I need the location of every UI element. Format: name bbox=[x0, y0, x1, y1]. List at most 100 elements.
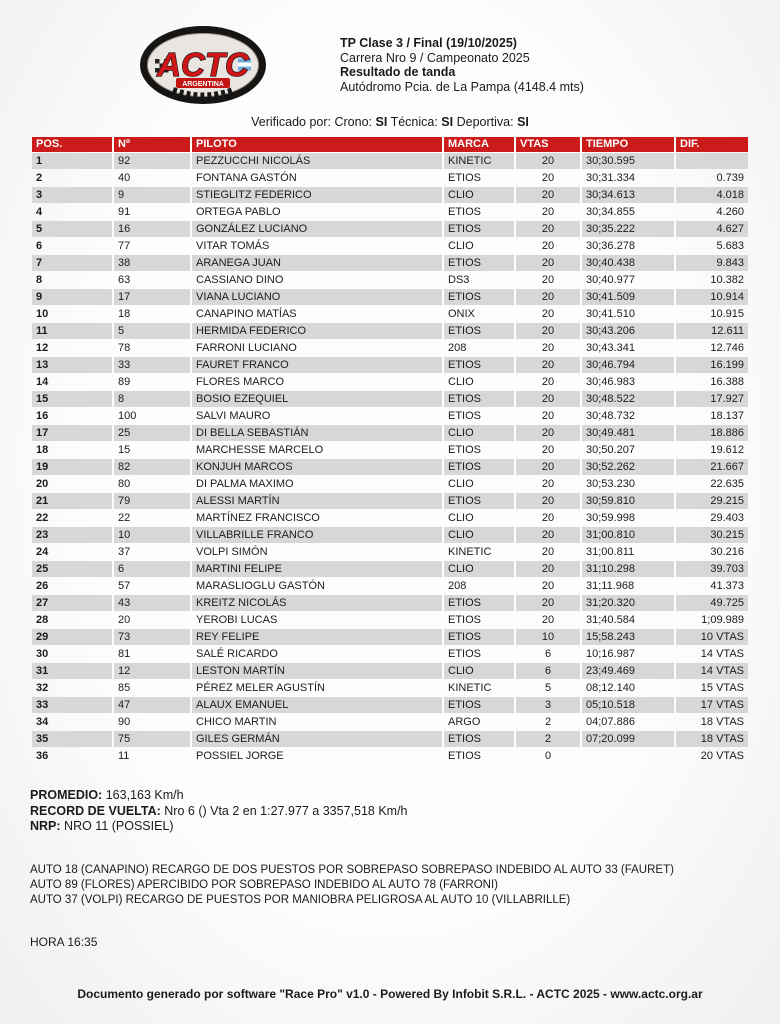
diff-cell: 30.215 bbox=[676, 527, 748, 543]
table-row: 3 9 STIEGLITZ FEDERICO CLIO 20 30;34.613 4.018 bbox=[32, 187, 748, 203]
pilot-cell: GILES GERMÁN bbox=[192, 731, 442, 747]
pilot-cell: FONTANA GASTÓN bbox=[196, 172, 297, 184]
pilot-cell: PÉREZ MELER AGUSTÍN bbox=[196, 682, 325, 694]
table-row: 27 43 KREITZ NICOLÁS ETIOS 20 31;20.320 49.725 bbox=[32, 595, 748, 611]
brand-cell: ETIOS bbox=[448, 444, 482, 456]
diff-cell: 41.373 bbox=[710, 580, 744, 592]
diff-cell: 10 VTAS bbox=[676, 629, 748, 645]
pilot-cell: CHICO MARTIN bbox=[196, 716, 277, 728]
car-number-cell: 18 bbox=[118, 308, 131, 320]
time-cell: 31;20.320 bbox=[582, 595, 674, 611]
time-cell bbox=[582, 748, 674, 764]
brand-cell: ETIOS bbox=[448, 410, 482, 422]
pos-cell: 30 bbox=[36, 648, 49, 660]
brand-cell: ETIOS bbox=[444, 459, 514, 475]
time-cell: 30;59.998 bbox=[586, 512, 635, 524]
pos-cell: 1 bbox=[32, 153, 112, 169]
table-row: 6 77 VITAR TOMÁS CLIO 20 30;36.278 5.683 bbox=[32, 238, 748, 254]
pos-cell: 8 bbox=[36, 274, 43, 286]
time-cell: 30;41.510 bbox=[586, 308, 635, 320]
car-number-cell: 63 bbox=[118, 274, 131, 286]
pilot-cell: REY FELIPE bbox=[192, 629, 442, 645]
pos-cell: 15 bbox=[32, 391, 112, 407]
diff-cell: 21.667 bbox=[676, 459, 748, 475]
time-cell: 30;48.522 bbox=[582, 391, 674, 407]
logo-country-text: ARGENTINA bbox=[182, 81, 224, 88]
pos-cell: 14 bbox=[36, 376, 49, 388]
brand-cell: ONIX bbox=[448, 308, 475, 320]
table-row: 28 20 YEROBI LUCAS ETIOS 20 31;40.584 1;09.989 bbox=[32, 612, 748, 628]
pilot-cell: DI BELLA SEBASTIÁN bbox=[192, 425, 442, 441]
pilot-cell: HERMIDA FEDERICO bbox=[192, 323, 442, 339]
diff-cell: 12.611 bbox=[676, 323, 748, 339]
col-pilot-header: PILOTO bbox=[192, 137, 442, 152]
diff-cell: 17 VTAS bbox=[676, 697, 748, 713]
diff-cell: 18.886 bbox=[676, 425, 748, 441]
brand-cell: KINETIC bbox=[448, 682, 492, 694]
brand-cell: ETIOS bbox=[444, 595, 514, 611]
brand-cell: ETIOS bbox=[444, 731, 514, 747]
crono-value: SI bbox=[375, 115, 388, 129]
pilot-cell: CASSIANO DINO bbox=[196, 274, 284, 286]
pos-cell: 19 bbox=[32, 459, 112, 475]
diff-cell: 29.215 bbox=[676, 493, 748, 509]
table-row: 16 100 SALVI MAURO ETIOS 20 30;48.732 18.137 bbox=[32, 408, 748, 424]
brand-cell: CLIO bbox=[444, 527, 514, 543]
laps-cell: 20 bbox=[541, 444, 555, 456]
car-number-cell: 47 bbox=[114, 697, 190, 713]
pilot-cell: YEROBI LUCAS bbox=[196, 614, 278, 626]
brand-cell: CLIO bbox=[448, 376, 474, 388]
pilot-cell: SALÉ RICARDO bbox=[196, 648, 278, 660]
laps-cell: 20 bbox=[541, 342, 555, 354]
col-time-header: TIEMPO bbox=[582, 137, 674, 152]
time-stamp: HORA 16:35 bbox=[30, 934, 98, 949]
table-row: 11 5 HERMIDA FEDERICO ETIOS 20 30;43.206 12.61… bbox=[32, 323, 748, 339]
pilot-cell: GONZÁLEZ LUCIANO bbox=[192, 221, 442, 237]
nrp-line: NRP: NRO 11 (POSSIEL) bbox=[30, 819, 750, 835]
brand-cell: ETIOS bbox=[444, 697, 514, 713]
pos-cell: 27 bbox=[32, 595, 112, 611]
pilot-cell: MARTÍNEZ FRANCISCO bbox=[196, 512, 320, 524]
diff-cell: 0.739 bbox=[716, 172, 744, 184]
table-row: 7 38 ARANEGA JUAN ETIOS 20 30;40.438 9.843 bbox=[32, 255, 748, 271]
time-cell: 30;35.222 bbox=[582, 221, 674, 237]
pos-cell: 28 bbox=[36, 614, 49, 626]
time-cell: 04;07.886 bbox=[586, 716, 635, 728]
brand-cell: KINETIC bbox=[444, 153, 514, 169]
laps-cell: 20 bbox=[516, 357, 580, 373]
table-row: 1 92 PEZZUCCHI NICOLÁS KINETIC 20 30;30.595 bbox=[32, 153, 748, 169]
pos-cell: 16 bbox=[36, 410, 49, 422]
table-row: 15 8 BOSIO EZEQUIEL ETIOS 20 30;48.522 17.927 bbox=[32, 391, 748, 407]
table-row: 10 18 CANAPINO MATÍAS ONIX 20 30;41.510 10.915 bbox=[32, 306, 748, 322]
table-row: 23 10 VILLABRILLE FRANCO CLIO 20 31;00.810 30.… bbox=[32, 527, 748, 543]
time-cell: 30;34.613 bbox=[582, 187, 674, 203]
pos-cell: 12 bbox=[36, 342, 49, 354]
brand-cell: ETIOS bbox=[444, 289, 514, 305]
pilot-cell: LESTON MARTÍN bbox=[192, 663, 442, 679]
checkered-flag-icon bbox=[155, 59, 169, 73]
car-number-cell: 22 bbox=[118, 512, 131, 524]
time-cell: 30;49.481 bbox=[582, 425, 674, 441]
car-number-cell: 80 bbox=[118, 478, 131, 490]
brand-cell: 208 bbox=[448, 580, 467, 592]
diff-cell: 39.703 bbox=[676, 561, 748, 577]
brand-cell: DS3 bbox=[448, 274, 470, 286]
time-cell: 07;20.099 bbox=[582, 731, 674, 747]
time-cell: 30;50.207 bbox=[586, 444, 635, 456]
pos-cell: 5 bbox=[32, 221, 112, 237]
diff-cell bbox=[676, 153, 748, 169]
pos-cell: 29 bbox=[32, 629, 112, 645]
table-row: 17 25 DI BELLA SEBASTIÁN CLIO 20 30;49.481 18.… bbox=[32, 425, 748, 441]
pos-cell: 35 bbox=[32, 731, 112, 747]
note-line: AUTO 18 (CANAPINO) RECARGO DE DOS PUESTO… bbox=[30, 863, 674, 876]
pilot-cell: KREITZ NICOLÁS bbox=[192, 595, 442, 611]
diff-cell: 10.914 bbox=[676, 289, 748, 305]
brand-cell: ETIOS bbox=[444, 357, 514, 373]
track-info: Autódromo Pcia. de La Pampa (4148.4 mts) bbox=[340, 79, 584, 94]
car-number-cell: 16 bbox=[114, 221, 190, 237]
record-value: Nro 6 () Vta 2 en 1:27.977 a 3357,518 Km… bbox=[164, 803, 408, 818]
time-cell: 30;46.794 bbox=[582, 357, 674, 373]
results-body: 1 92 PEZZUCCHI NICOLÁS KINETIC 20 30;30.595 2 4… bbox=[32, 153, 748, 764]
pos-cell: 23 bbox=[32, 527, 112, 543]
